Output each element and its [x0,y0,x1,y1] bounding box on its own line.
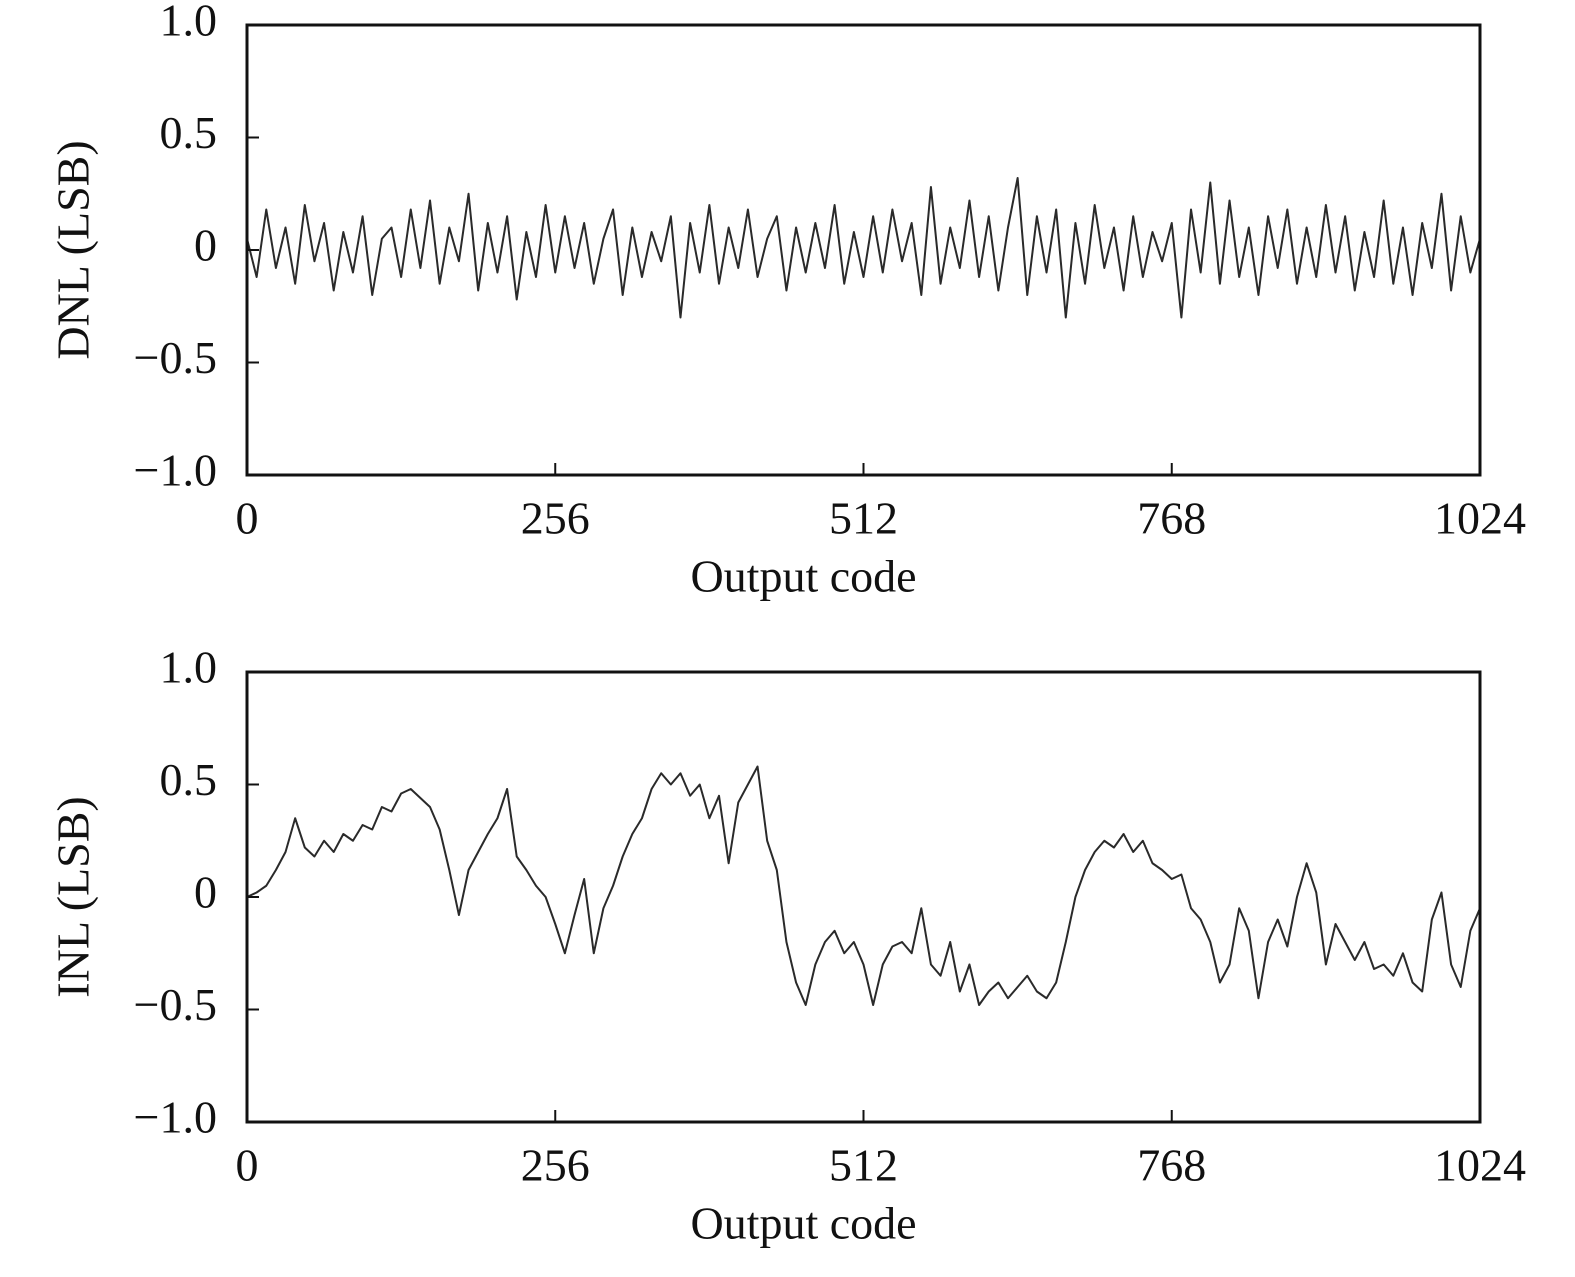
y-tick-label: −0.5 [134,332,217,383]
x-axis-label: Output code [690,1198,916,1249]
y-tick-label: 0.5 [160,754,218,805]
y-axis-label: DNL (LSB) [48,140,99,359]
x-tick-label: 256 [521,493,590,544]
x-tick-label: 768 [1137,493,1206,544]
y-tick-label: 1.0 [160,642,218,693]
x-tick-label: 512 [829,493,898,544]
x-tick-label: 1024 [1434,493,1526,544]
y-tick-label: −1.0 [134,1092,217,1143]
plot-frame [245,670,1482,1124]
x-axis-label: Output code [690,551,916,602]
y-tick-label: 0 [194,867,217,918]
data-line [246,765,1481,1006]
y-axis-label: INL (LSB) [48,796,99,997]
x-tick-label: 1024 [1434,1140,1526,1191]
plot-frame [245,23,1482,477]
x-tick-label: 256 [521,1140,590,1191]
y-tick-label: 1.0 [160,0,218,46]
y-tick-label: −0.5 [134,979,217,1030]
x-tick-label: 768 [1137,1140,1206,1191]
x-tick-label: 512 [829,1140,898,1191]
y-tick-label: 0.5 [160,107,218,158]
y-tick-label: 0 [194,220,217,271]
y-tick-label: −1.0 [134,445,217,496]
data-line [246,177,1481,319]
x-tick-label: 0 [236,1140,259,1191]
x-tick-label: 0 [236,493,259,544]
